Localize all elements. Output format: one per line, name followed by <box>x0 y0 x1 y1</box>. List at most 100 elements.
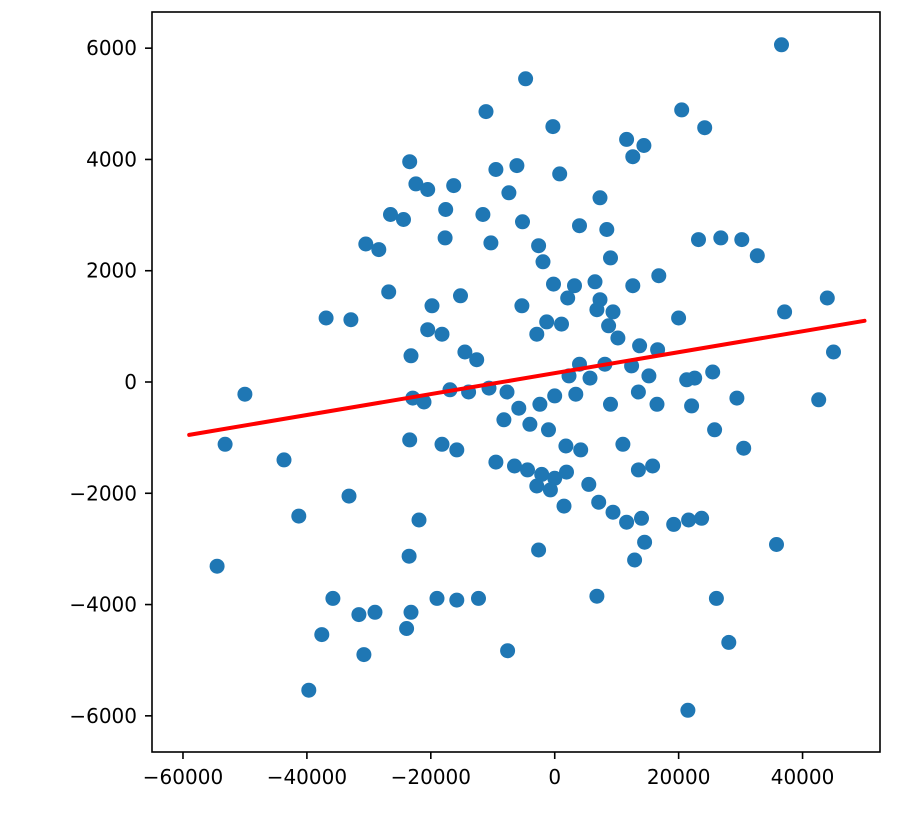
data-point <box>708 590 724 606</box>
data-point <box>605 504 621 520</box>
data-point <box>438 202 454 217</box>
axes-frame <box>151 11 881 753</box>
data-point <box>558 438 574 454</box>
data-point <box>437 230 453 246</box>
data-point <box>625 278 641 294</box>
data-point <box>769 537 784 552</box>
x-tick-label: −40000 <box>267 765 347 789</box>
data-point <box>531 238 547 254</box>
data-point <box>599 222 615 237</box>
data-point <box>511 400 527 416</box>
data-point <box>581 476 597 492</box>
data-point <box>500 643 516 659</box>
data-point <box>610 330 626 346</box>
data-point <box>478 104 494 120</box>
data-point <box>358 236 374 252</box>
data-point <box>420 322 436 338</box>
data-point <box>649 396 665 412</box>
data-point <box>532 396 548 412</box>
y-tick-label: −6000 <box>69 704 137 728</box>
data-point <box>471 590 486 606</box>
data-point <box>634 510 649 526</box>
data-point <box>625 149 641 165</box>
data-point <box>713 230 729 246</box>
data-point <box>341 488 357 504</box>
data-point <box>615 436 631 452</box>
data-point <box>552 166 568 182</box>
data-point <box>529 326 545 342</box>
data-point <box>587 274 603 290</box>
data-point <box>666 516 682 532</box>
data-point <box>449 592 465 608</box>
data-point <box>408 176 424 192</box>
data-point <box>424 298 440 314</box>
data-point <box>449 442 465 458</box>
data-point <box>534 466 550 482</box>
data-point <box>518 71 534 87</box>
data-point <box>826 344 841 360</box>
data-point <box>679 372 695 388</box>
y-tick-label: 2000 <box>86 259 137 283</box>
data-point <box>343 312 359 328</box>
data-point <box>605 304 621 320</box>
data-point <box>592 190 608 206</box>
data-point <box>573 442 589 458</box>
data-point <box>601 318 617 334</box>
data-point <box>734 232 750 248</box>
data-point <box>507 458 522 474</box>
data-point <box>383 207 398 222</box>
data-point <box>381 284 397 300</box>
data-point <box>707 422 723 438</box>
data-point <box>402 154 418 170</box>
data-point <box>641 368 657 384</box>
data-point <box>488 454 504 470</box>
data-point <box>403 348 419 364</box>
x-tick-label: 20000 <box>647 765 711 789</box>
x-tick-label: −20000 <box>391 765 471 789</box>
data-point <box>568 386 584 402</box>
data-point <box>721 634 737 650</box>
data-point <box>811 392 827 408</box>
data-point <box>314 627 330 643</box>
data-point <box>637 534 653 550</box>
data-point <box>697 120 713 136</box>
data-point <box>546 276 561 292</box>
data-point <box>535 254 551 270</box>
data-point <box>237 386 253 402</box>
data-point <box>446 178 462 194</box>
data-point <box>488 162 504 177</box>
data-point <box>589 588 605 604</box>
data-point <box>541 422 556 438</box>
data-point <box>531 542 547 558</box>
data-point <box>680 702 696 718</box>
data-point <box>729 390 745 406</box>
data-point <box>514 298 530 314</box>
data-point <box>736 440 752 456</box>
data-point <box>522 416 538 432</box>
data-point <box>694 510 710 526</box>
data-point <box>402 432 418 448</box>
data-point <box>475 207 491 222</box>
data-point <box>399 621 415 636</box>
data-point <box>371 242 387 258</box>
data-point <box>515 214 530 230</box>
data-point <box>819 290 835 306</box>
x-tick-label: 0 <box>548 765 561 789</box>
data-point <box>645 458 661 474</box>
x-tick-label: −60000 <box>143 765 223 789</box>
data-point <box>367 604 383 620</box>
data-point <box>627 552 643 568</box>
data-point <box>401 548 417 564</box>
data-point <box>469 352 485 368</box>
data-point <box>434 436 450 452</box>
data-point <box>630 462 646 478</box>
data-point <box>453 288 468 304</box>
data-point <box>520 462 535 478</box>
data-point <box>457 344 473 360</box>
data-point <box>403 604 419 620</box>
data-point <box>501 185 517 201</box>
data-point <box>630 384 646 400</box>
data-point <box>396 212 411 227</box>
data-point <box>291 508 307 524</box>
data-point <box>276 452 292 468</box>
